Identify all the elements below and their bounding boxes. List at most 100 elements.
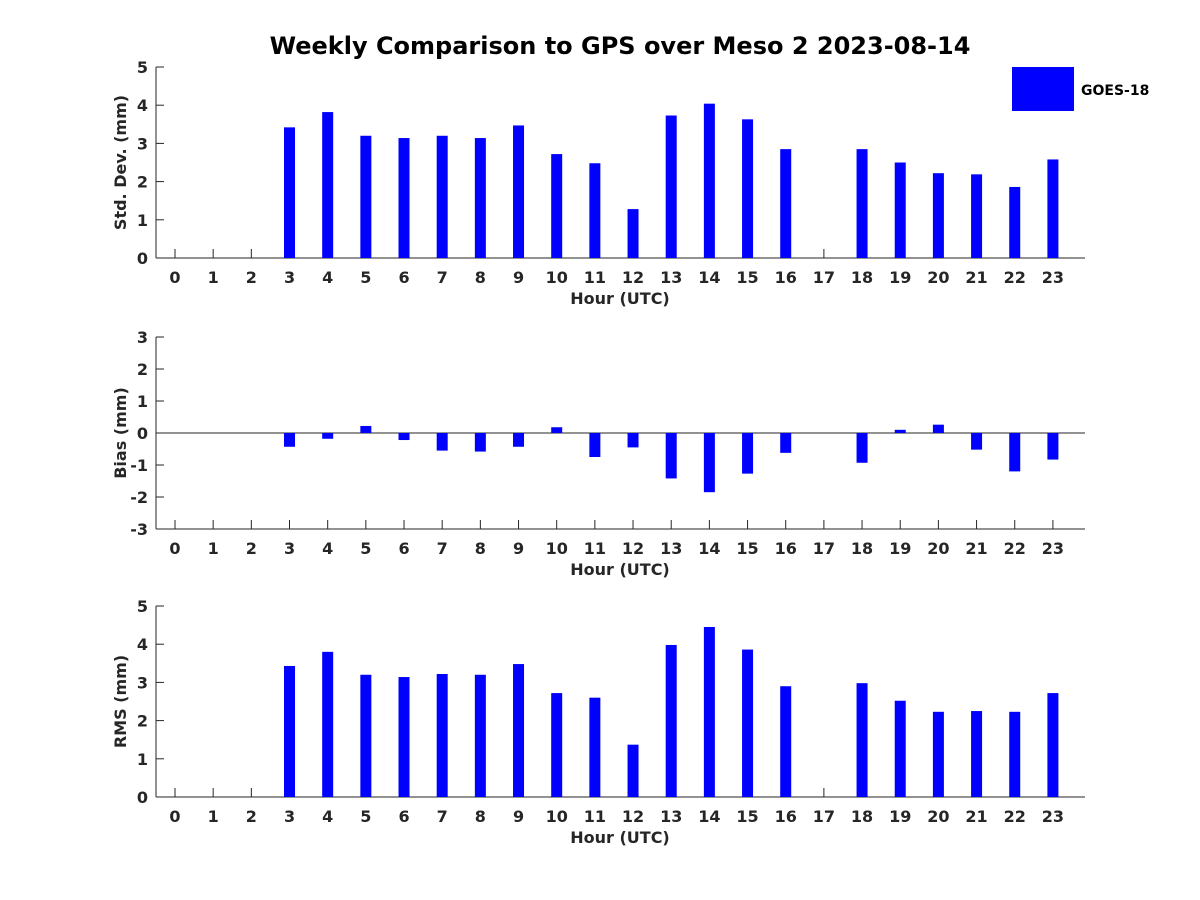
bar-rms-hour-3 <box>284 665 296 797</box>
bar-std-hour-22 <box>1009 186 1021 258</box>
bar-rms-hour-10 <box>551 693 563 797</box>
x-tick-label: 11 <box>584 807 606 826</box>
bar-std-hour-3 <box>284 127 296 258</box>
bar-bias-hour-3 <box>284 433 296 447</box>
y-tick-label: 0 <box>137 424 148 443</box>
y-tick-label: 3 <box>137 134 148 153</box>
x-tick-label: 17 <box>813 539 835 558</box>
x-tick-label: 7 <box>437 539 448 558</box>
y-axis-label: Bias (mm) <box>111 387 130 479</box>
bar-bias-hour-19 <box>894 429 906 433</box>
x-tick-label: 3 <box>284 807 295 826</box>
bar-bias-hour-21 <box>971 433 983 450</box>
bar-rms-hour-8 <box>474 674 486 797</box>
bar-std-hour-8 <box>474 138 486 258</box>
x-tick-label: 14 <box>698 268 720 287</box>
bar-rms-hour-16 <box>780 686 792 797</box>
x-tick-label: 21 <box>965 807 987 826</box>
x-tick-label: 6 <box>398 807 409 826</box>
bar-std-hour-7 <box>436 135 448 258</box>
bar-bias-hour-10 <box>551 427 563 433</box>
x-tick-label: 20 <box>927 539 949 558</box>
bar-rms-hour-19 <box>894 700 906 797</box>
x-tick-label: 16 <box>775 807 797 826</box>
x-tick-label: 3 <box>284 539 295 558</box>
x-tick-label: 19 <box>889 539 911 558</box>
x-tick-label: 4 <box>322 807 333 826</box>
bar-std-hour-13 <box>665 115 677 258</box>
bar-rms-hour-20 <box>932 711 944 797</box>
x-tick-label: 1 <box>208 807 219 826</box>
x-tick-label: 11 <box>584 539 606 558</box>
x-tick-label: 0 <box>169 268 180 287</box>
bar-rms-hour-14 <box>703 627 715 797</box>
x-tick-label: 6 <box>398 539 409 558</box>
bar-bias-hour-6 <box>398 433 410 441</box>
x-axis-label: Hour (UTC) <box>570 289 670 308</box>
x-tick-label: 10 <box>546 807 568 826</box>
x-tick-label: 6 <box>398 268 409 287</box>
bar-std-hour-19 <box>894 162 906 258</box>
x-tick-label: 22 <box>1004 807 1026 826</box>
x-tick-label: 18 <box>851 539 873 558</box>
x-tick-label: 9 <box>513 268 524 287</box>
x-tick-label: 12 <box>622 268 644 287</box>
bar-bias-hour-22 <box>1009 433 1021 472</box>
x-tick-label: 15 <box>736 268 758 287</box>
x-tick-label: 13 <box>660 807 682 826</box>
x-tick-label: 23 <box>1042 807 1064 826</box>
legend-swatch <box>1012 67 1074 111</box>
y-tick-label: -2 <box>130 488 148 507</box>
x-tick-label: 12 <box>622 539 644 558</box>
bar-bias-hour-11 <box>589 433 601 457</box>
x-tick-label: 2 <box>246 807 257 826</box>
bar-std-hour-10 <box>551 154 563 258</box>
bar-std-hour-23 <box>1047 159 1059 258</box>
bar-std-hour-9 <box>513 125 525 258</box>
x-tick-label: 15 <box>736 539 758 558</box>
bar-std-hour-21 <box>971 174 983 258</box>
legend: GOES-18 <box>1012 67 1149 111</box>
y-tick-label: -3 <box>130 520 148 539</box>
x-tick-label: 19 <box>889 268 911 287</box>
bar-std-hour-14 <box>703 103 715 258</box>
x-tick-label: 8 <box>475 268 486 287</box>
bar-bias-hour-18 <box>856 433 868 463</box>
x-tick-label: 10 <box>546 268 568 287</box>
y-axis-label: RMS (mm) <box>111 655 130 748</box>
bar-rms-hour-7 <box>436 673 448 797</box>
x-tick-label: 11 <box>584 268 606 287</box>
legend-label: GOES-18 <box>1081 83 1149 99</box>
bar-std-hour-18 <box>856 149 868 258</box>
bar-bias-hour-4 <box>322 433 334 439</box>
bar-std-hour-6 <box>398 138 410 258</box>
x-axis-label: Hour (UTC) <box>570 828 670 847</box>
y-tick-label: 0 <box>137 788 148 807</box>
x-tick-label: 2 <box>246 539 257 558</box>
y-tick-label: 5 <box>137 597 148 616</box>
bar-rms-hour-9 <box>513 664 525 797</box>
x-tick-label: 1 <box>208 268 219 287</box>
bar-std-hour-4 <box>322 112 334 259</box>
x-tick-label: 2 <box>246 268 257 287</box>
x-tick-label: 23 <box>1042 268 1064 287</box>
y-tick-label: 1 <box>137 392 148 411</box>
bar-bias-hour-16 <box>780 433 792 453</box>
bar-bias-hour-8 <box>474 433 486 452</box>
x-tick-label: 16 <box>775 268 797 287</box>
x-tick-label: 14 <box>698 539 720 558</box>
y-tick-label: 1 <box>137 211 148 230</box>
bar-bias-hour-14 <box>703 433 715 493</box>
y-tick-label: 3 <box>137 673 148 692</box>
y-tick-label: 2 <box>137 360 148 379</box>
y-tick-label: 2 <box>137 712 148 731</box>
x-tick-label: 7 <box>437 268 448 287</box>
bar-rms-hour-5 <box>360 674 372 797</box>
x-tick-label: 13 <box>660 539 682 558</box>
x-tick-label: 21 <box>965 539 987 558</box>
